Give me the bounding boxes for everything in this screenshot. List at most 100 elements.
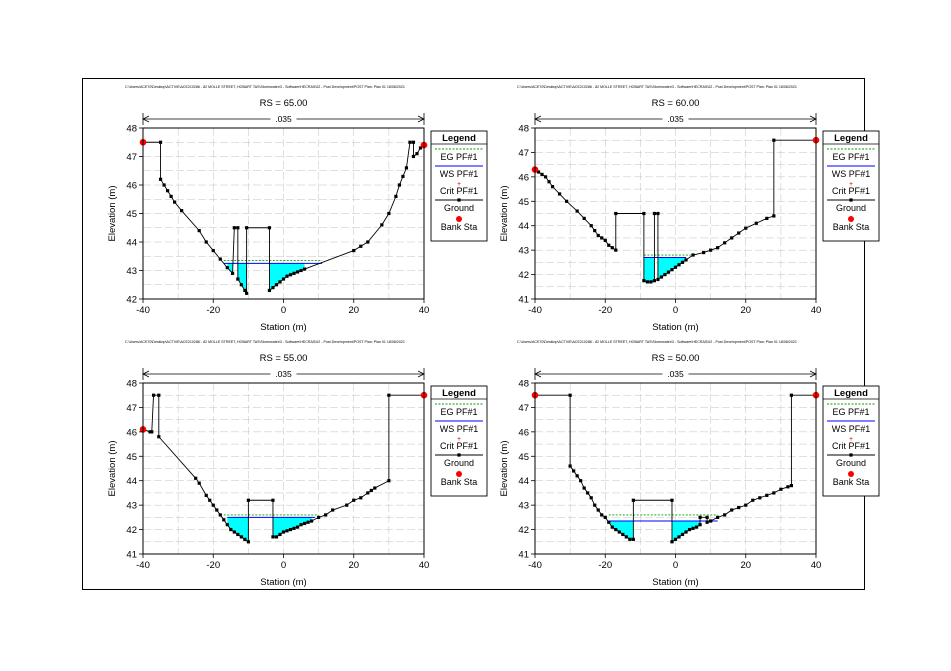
- ground-point: [557, 192, 562, 196]
- ground-point: [211, 248, 215, 253]
- x-tick-label: 0: [281, 305, 286, 316]
- ground-point: [610, 525, 614, 529]
- y-tick-label: 41: [518, 295, 529, 306]
- manning-n-value: .035: [667, 114, 684, 124]
- ground-point: [359, 496, 363, 500]
- ground-point: [631, 498, 635, 502]
- legend-bank-label: Bank Sta: [833, 477, 870, 487]
- ground-point: [737, 231, 741, 235]
- ground-point: [744, 503, 748, 507]
- ground-point: [352, 248, 356, 253]
- ground-point: [687, 527, 692, 532]
- y-tick-label: 46: [518, 427, 529, 438]
- ground-point: [150, 430, 154, 434]
- ground-point: [208, 498, 212, 502]
- ground-point: [369, 488, 373, 493]
- y-tick-label: 41: [518, 550, 529, 561]
- ground-point: [246, 540, 250, 544]
- ground-point: [789, 393, 794, 397]
- y-tick-label: 43: [518, 246, 529, 257]
- ground-point: [366, 491, 370, 495]
- y-axis-label: Elevation (m): [107, 441, 118, 497]
- y-tick-label: 46: [126, 427, 137, 438]
- ground-point: [705, 520, 709, 524]
- y-tick-label: 48: [126, 124, 137, 135]
- ground-point: [786, 485, 790, 489]
- ground-point: [230, 271, 235, 275]
- ground-point: [684, 530, 688, 534]
- ground-point: [593, 503, 597, 507]
- ground-point: [324, 513, 328, 517]
- figure-frame: C:\Users\ACE70\Desktop\ACTIVE\ACE210286 …: [82, 78, 880, 590]
- y-tick-label: 46: [518, 172, 529, 183]
- y-tick-label: 43: [518, 501, 529, 512]
- cross-section-chart: C:\Users\ACE70\Desktop\ACTIVE\ACE210286 …: [107, 340, 488, 588]
- cross-section-chart: C:\Users\ACE70\Desktop\ACTIVE\ACE210286 …: [107, 85, 488, 333]
- ground-point: [278, 532, 282, 537]
- legend-ground-marker: [457, 453, 461, 457]
- ground-point: [656, 277, 660, 282]
- manning-label-bg: [270, 368, 297, 379]
- ground-point: [614, 211, 618, 216]
- ground-point: [547, 180, 551, 184]
- ground-point: [621, 532, 625, 537]
- ground-point: [197, 481, 201, 485]
- legend-ground-marker: [457, 198, 461, 202]
- ground-point: [246, 498, 250, 502]
- ground-point: [236, 532, 240, 537]
- ground-point: [600, 513, 604, 517]
- ground-point: [670, 268, 674, 272]
- y-tick-label: 41: [126, 550, 137, 561]
- ground-point: [589, 224, 593, 228]
- ground-point: [158, 140, 163, 144]
- ground-point: [659, 275, 664, 279]
- ground-point: [607, 520, 611, 524]
- ground-point: [239, 535, 243, 539]
- ground-point: [698, 515, 702, 519]
- legend-eg-label: EG PF#1: [440, 152, 477, 162]
- manning-n-value: .035: [275, 369, 292, 379]
- ground-point: [292, 271, 296, 275]
- ground-point: [730, 236, 734, 240]
- ground-point: [702, 250, 706, 255]
- ground-point: [751, 498, 755, 502]
- ground-point: [292, 526, 296, 530]
- ground-point: [387, 479, 391, 483]
- legend-crit-label: Crit PF#1: [832, 186, 870, 196]
- x-tick-label: -20: [598, 305, 612, 316]
- ground-point: [680, 532, 685, 537]
- manning-n-value: .035: [275, 114, 292, 124]
- ground-point: [418, 146, 423, 150]
- ground-point: [663, 272, 667, 277]
- chart-title: RS = 50.00: [652, 353, 700, 364]
- ground-point: [411, 154, 416, 159]
- ground-point: [148, 430, 152, 434]
- ground-point: [670, 540, 674, 544]
- y-tick-label: 45: [126, 452, 137, 463]
- ground-point: [285, 529, 289, 533]
- ground-point: [550, 185, 555, 189]
- ground-point: [218, 257, 222, 261]
- file-path-header: C:\Users\ACE70\Desktop\ACTIVE\ACE210286 …: [125, 340, 405, 344]
- ground-point: [716, 246, 720, 250]
- legend-ground-label: Ground: [444, 458, 474, 468]
- ground-point: [288, 273, 293, 277]
- x-axis-label: Station (m): [260, 577, 306, 588]
- ground-point: [642, 211, 646, 216]
- file-path-header: C:\Users\ACE70\Desktop\ACTIVE\ACE210286 …: [517, 85, 797, 89]
- ground-point: [568, 393, 572, 397]
- y-axis-label: Elevation (m): [107, 186, 118, 242]
- ground-point: [666, 270, 671, 274]
- ground-point: [579, 479, 583, 483]
- y-tick-label: 43: [126, 266, 137, 277]
- ground-point: [180, 209, 184, 213]
- chart-title: RS = 55.00: [260, 353, 308, 364]
- ground-point: [691, 526, 695, 530]
- x-tick-label: -20: [206, 305, 220, 316]
- ground-point: [593, 229, 597, 233]
- manning-label-bg: [662, 368, 689, 379]
- legend-bank-swatch: [848, 216, 854, 222]
- ground-point: [600, 236, 604, 240]
- ground-point: [765, 493, 769, 497]
- legend-title: Legend: [834, 133, 868, 144]
